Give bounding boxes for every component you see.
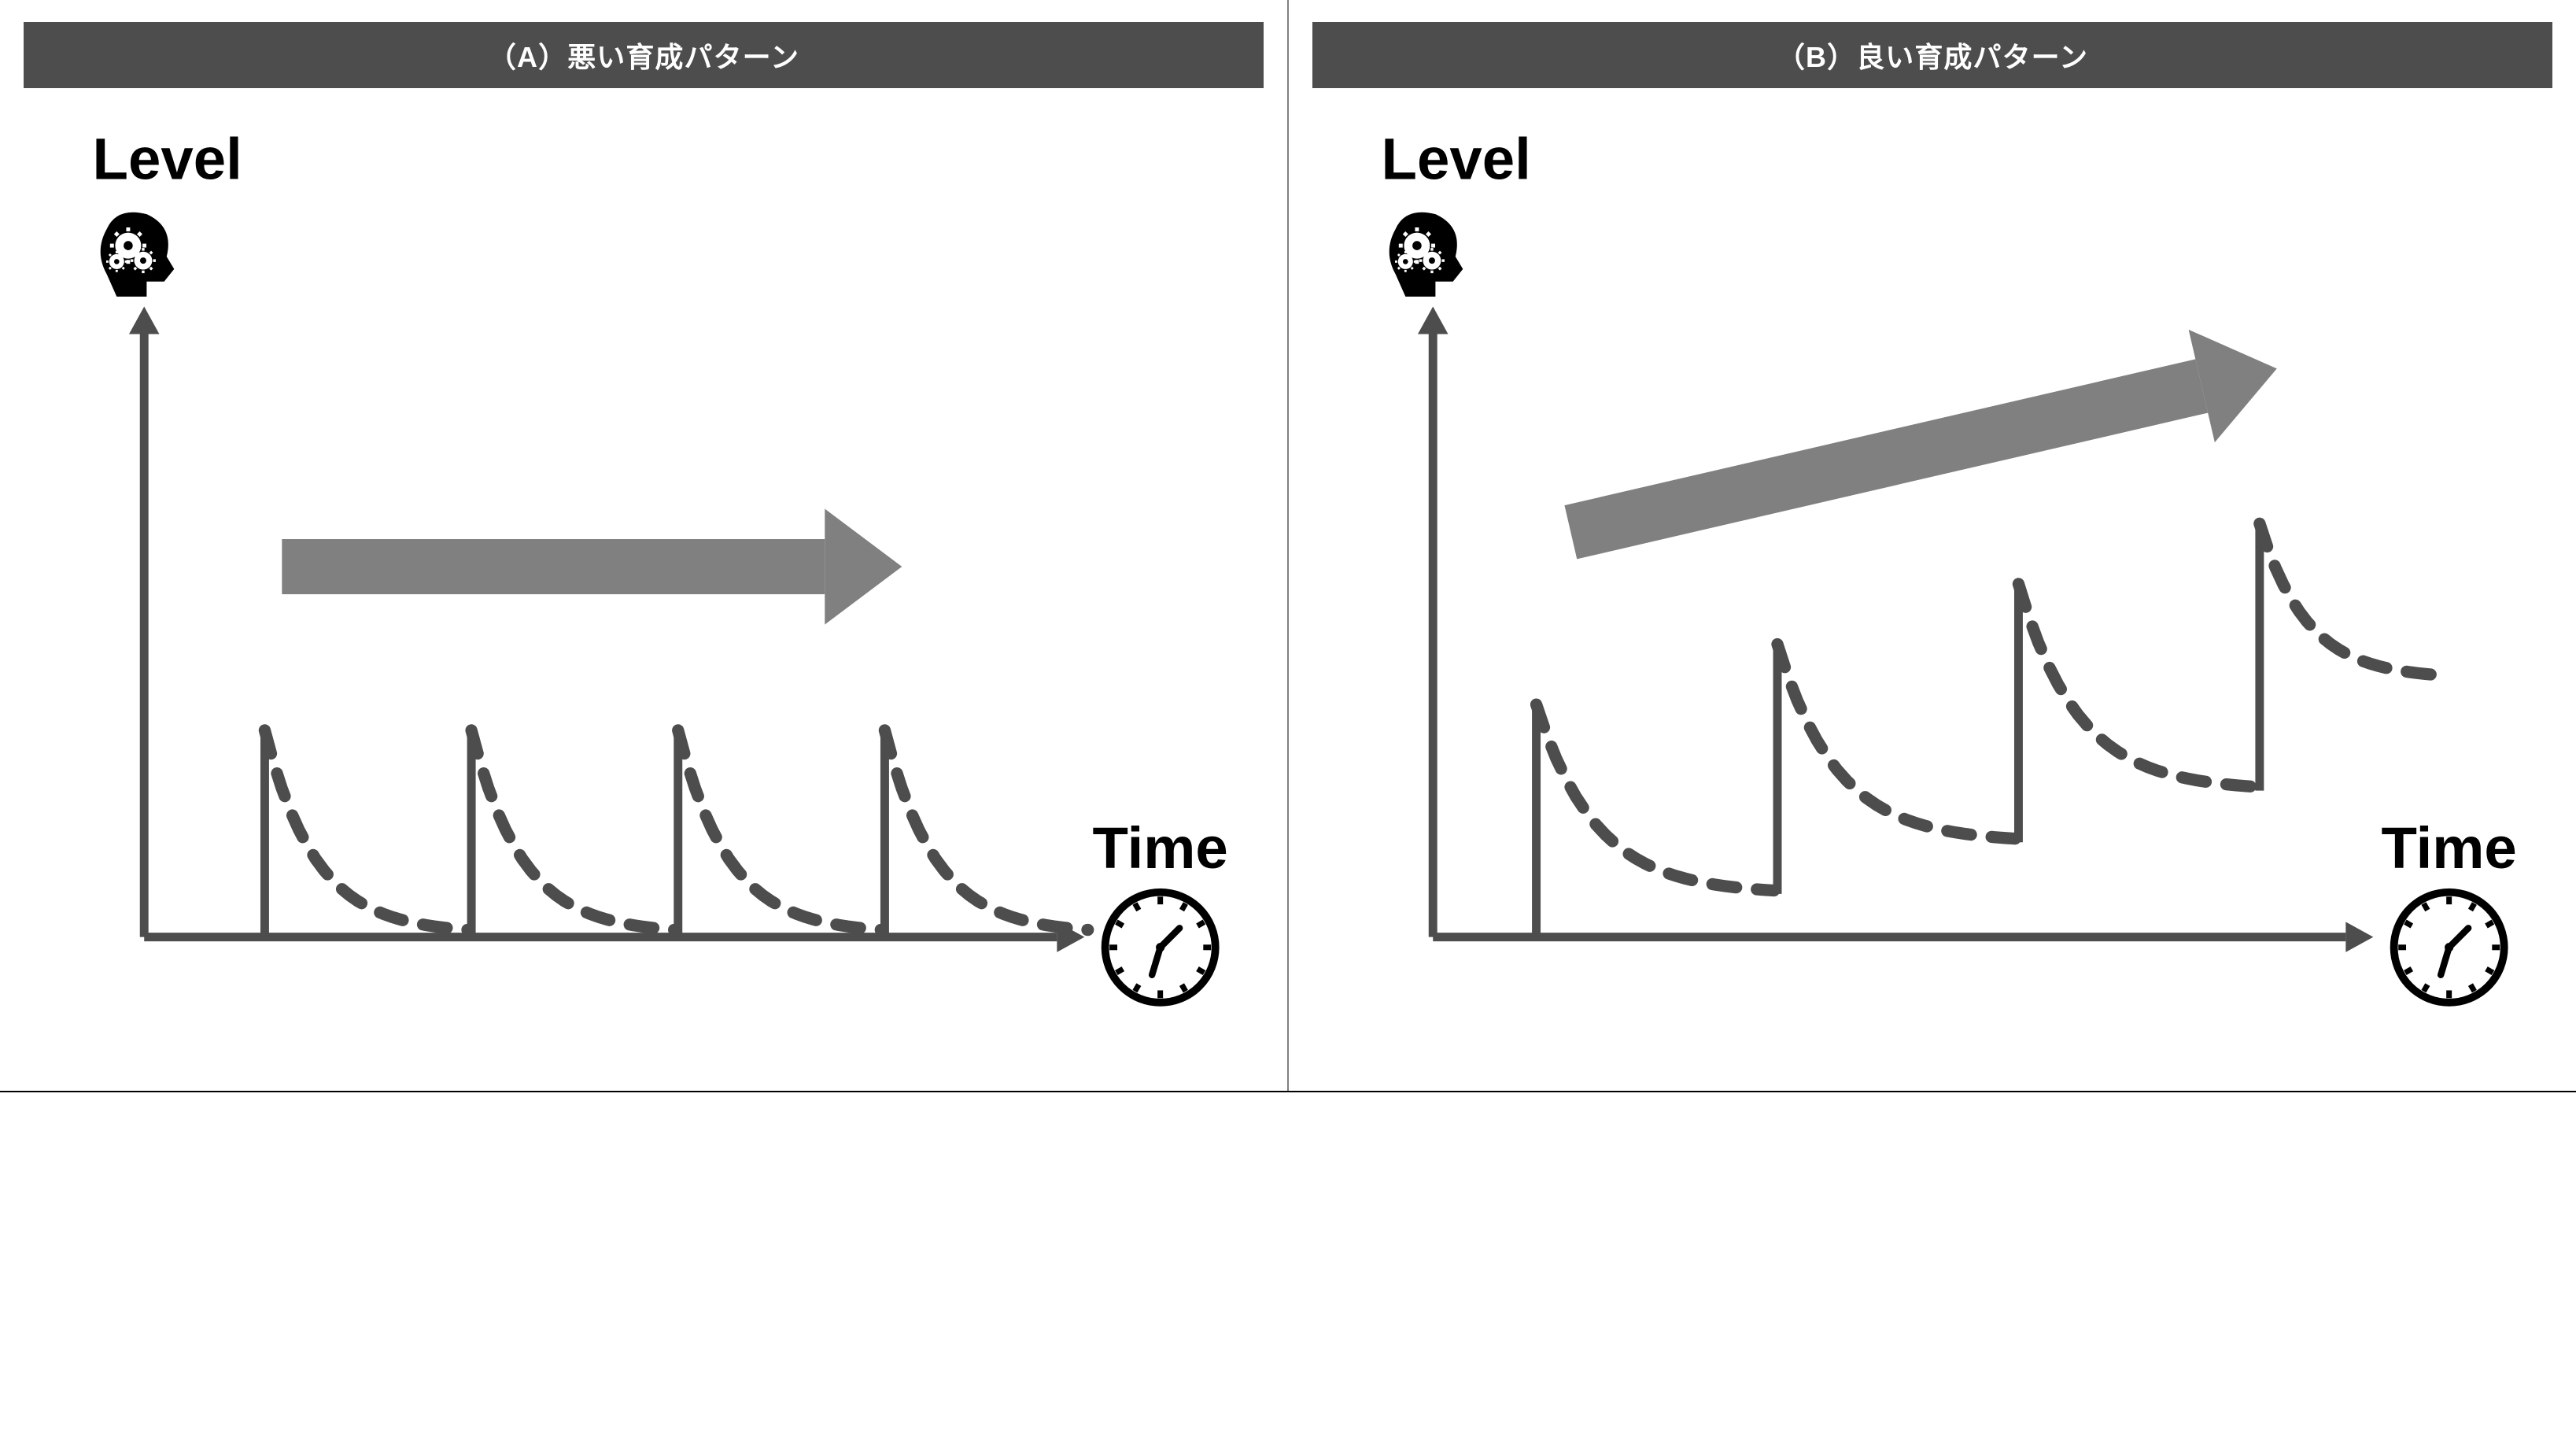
panel-a: （A）悪い育成パターン Level Time [0,0,1287,1091]
clock-icon [1105,892,1216,1003]
y-axis-label: Level [93,127,242,192]
decay-curve [2018,584,2256,787]
diagram-root: （A）悪い育成パターン Level Time [0,0,2576,1092]
panel-title-bar: （B）良い育成パターン [1312,22,2552,88]
trend-arrow [1558,312,2290,589]
panel-title: （A）悪い育成パターン [488,35,799,76]
chart-a: Level Time [24,110,1264,1075]
decay-curve [471,730,674,930]
decay-curve [264,730,467,930]
brain-icon [1389,212,1463,297]
panel-b: （B）良い育成パターン Level Time [1289,0,2576,1091]
chart-b: Level Time [1312,110,2552,1075]
decay-curve [1537,704,1774,890]
brain-icon [101,212,175,297]
panel-title-bar: （A）悪い育成パターン [24,22,1264,88]
x-axis-label: Time [1092,815,1227,881]
y-axis-label: Level [1382,127,1531,192]
panels-row: （A）悪い育成パターン Level Time [0,0,2576,1092]
decay-curve [2260,523,2449,675]
x-axis-label: Time [2381,815,2516,881]
decay-curve [1777,645,2015,839]
panel-title: （B）良い育成パターン [1777,35,2088,76]
trend-arrow [282,509,902,625]
decay-curve [678,730,881,930]
decay-curve [884,730,1087,930]
clock-icon [2394,892,2504,1003]
